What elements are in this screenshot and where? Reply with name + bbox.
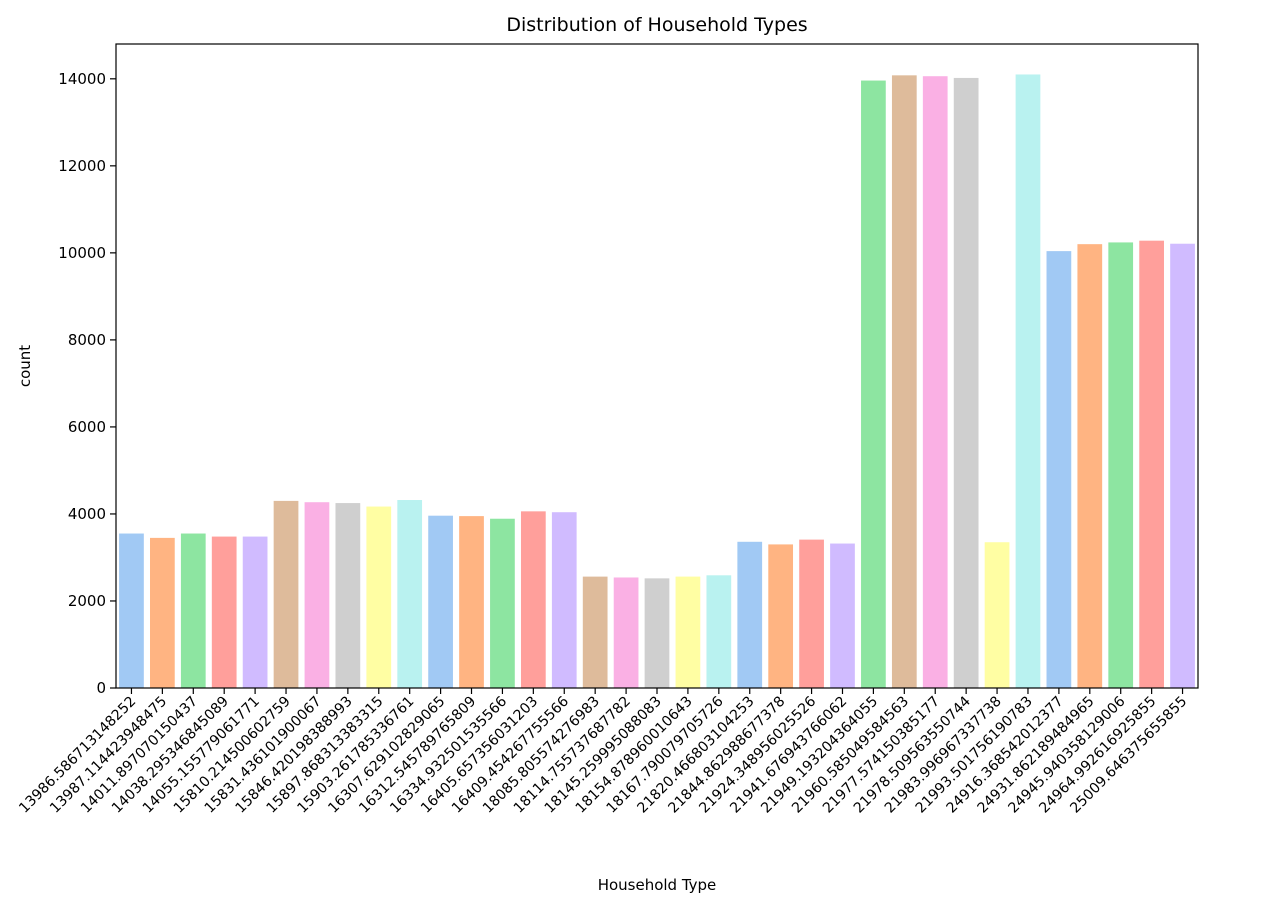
bar-13 — [520, 511, 546, 688]
bar-34 — [1170, 243, 1195, 689]
bar-26 — [922, 76, 948, 688]
x-axis-label: Household Type — [598, 876, 717, 894]
bar-7 — [335, 503, 361, 688]
bar-27 — [953, 77, 979, 688]
y-tick-label-0: 0 — [96, 679, 106, 697]
bar-25 — [891, 75, 917, 688]
bar-18 — [675, 576, 701, 688]
bar-15 — [582, 576, 608, 688]
bar-29 — [1015, 74, 1041, 688]
plot-frame — [115, 43, 1199, 689]
y-tick-label-7: 14000 — [58, 70, 106, 88]
bar-19 — [706, 575, 732, 688]
bar-28 — [984, 542, 1010, 688]
bar-4 — [242, 536, 268, 688]
y-tick-label-1: 2000 — [68, 592, 106, 610]
y-tick-label-2: 4000 — [68, 505, 106, 523]
bar-2 — [180, 533, 206, 688]
bar-31 — [1077, 244, 1103, 688]
y-axis-label: count — [16, 345, 34, 387]
bar-17 — [644, 578, 670, 688]
bar-14 — [551, 512, 577, 688]
bar-33 — [1139, 240, 1164, 688]
bar-24 — [861, 80, 886, 689]
y-tick-label-5: 10000 — [58, 244, 106, 262]
bar-30 — [1046, 251, 1072, 688]
bar-21 — [768, 544, 794, 688]
bar-0 — [119, 533, 144, 688]
bar-5 — [273, 500, 299, 688]
bar-32 — [1108, 242, 1134, 689]
bar-16 — [613, 577, 639, 688]
bar-8 — [366, 506, 392, 688]
bar-6 — [304, 502, 330, 688]
y-tick-label-4: 8000 — [68, 331, 106, 349]
bar-20 — [737, 541, 763, 688]
bar-23 — [830, 543, 855, 688]
bar-10 — [428, 515, 453, 688]
bar-12 — [490, 518, 515, 688]
y-tick-label-6: 12000 — [58, 157, 106, 175]
chart-title: Distribution of Household Types — [506, 14, 807, 36]
bar-22 — [799, 539, 824, 688]
bar-3 — [211, 536, 237, 688]
y-axis: 0 2000 4000 6000 8000 10000 12000 14000 — [58, 70, 116, 697]
x-axis: 13986.58671314825213987.1144239484751401… — [16, 688, 1190, 817]
bar-1 — [150, 537, 175, 688]
bars-group — [119, 74, 1195, 689]
bar-11 — [459, 516, 484, 688]
bar-9 — [397, 500, 423, 688]
y-tick-label-3: 6000 — [68, 418, 106, 436]
